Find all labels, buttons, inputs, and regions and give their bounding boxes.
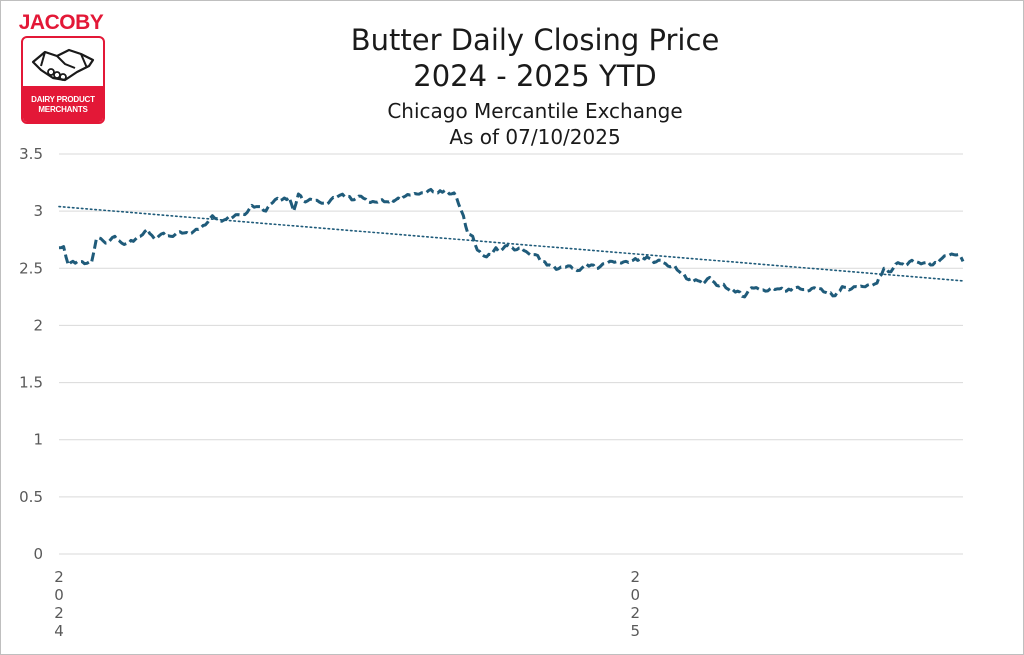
- gridlines: [59, 153, 963, 555]
- logo-brand-text: JACOBY: [18, 11, 104, 34]
- chart-title-line-2: 2024 - 2025 YTD: [413, 59, 657, 93]
- logo-badge: DAIRY PRODUCT MERCHANTS: [21, 36, 105, 124]
- chart-subtitle: Chicago Mercantile Exchange: [387, 99, 683, 123]
- company-logo: JACOBY DAIRY PRODUCT MERCHANTS: [18, 11, 105, 124]
- y-tick-label: 3: [33, 202, 43, 220]
- y-tick-label: 0: [33, 545, 43, 563]
- trendline-group: [58, 205, 964, 282]
- y-axis-ticks: 0 0.5 1 1.5 2 2.5 3 3.5: [19, 145, 43, 563]
- series-group: [58, 187, 965, 299]
- chart-subtitle-line-2: As of 07/10/2025: [449, 125, 621, 149]
- logo-line-1: DAIRY PRODUCT: [31, 95, 95, 104]
- y-tick-label: 1: [33, 431, 43, 449]
- handshake-icon: [31, 48, 95, 82]
- logo-line-2: MERCHANTS: [38, 105, 88, 114]
- logo-banner: DAIRY PRODUCT MERCHANTS: [23, 86, 103, 122]
- y-tick-label: 2: [33, 316, 43, 334]
- price-series-line: [58, 187, 965, 299]
- y-tick-label: 3.5: [19, 145, 43, 163]
- y-tick-label: 1.5: [19, 374, 43, 392]
- y-tick-label: 2.5: [19, 259, 43, 277]
- x-axis-ticks: 2 0 2 4 2 0 2 5: [54, 568, 640, 640]
- trend-line: [58, 205, 964, 282]
- chart-titles: Butter Daily Closing Price 2024 - 2025 Y…: [230, 22, 840, 150]
- y-tick-label: 0.5: [19, 488, 43, 506]
- chart-title: Butter Daily Closing Price: [350, 23, 720, 57]
